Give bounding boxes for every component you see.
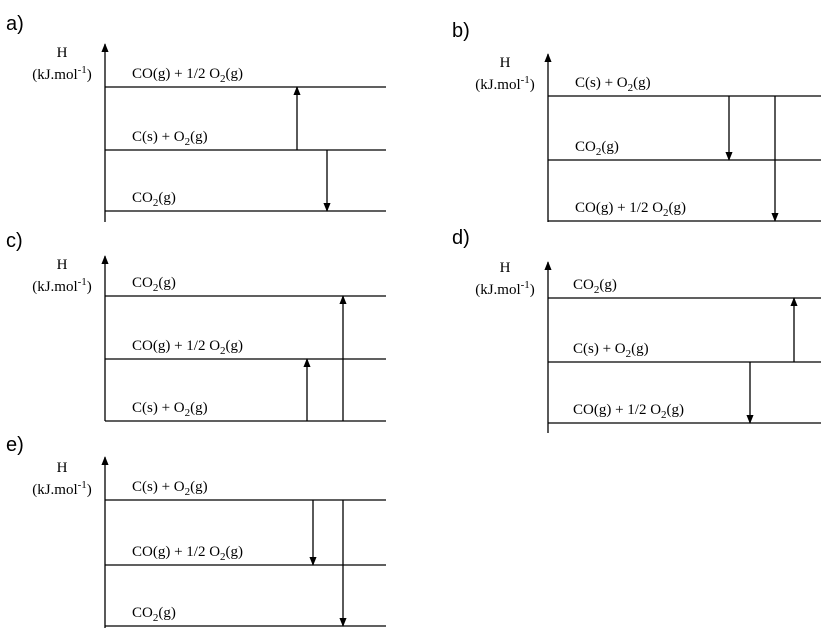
h-axis-symbol: H	[57, 257, 68, 273]
panel-label-e: e)	[6, 434, 24, 456]
h-axis-symbol: H	[57, 45, 68, 61]
diagram-c: c) H (kJ.mol-1) CO2(g) CO(g) + 1/2 O2(g) C(s)…	[6, 230, 386, 422]
h-axis-symbol: H	[500, 260, 511, 276]
diagram-d: d) H (kJ.mol-1) CO2(g) C(s) + O2(g) CO(g) + 1…	[452, 227, 821, 433]
level-label-c: C(s) + O2(g)	[573, 341, 649, 360]
level-label-co2: CO2(g)	[132, 190, 176, 209]
level-label-co2: CO2(g)	[132, 605, 176, 624]
panel-label-c: c)	[6, 230, 23, 252]
diagram-a: a) H (kJ.mol-1) CO(g) + 1/2 O2(g) C(s) + O2(…	[6, 13, 386, 222]
level-label-c: C(s) + O2(g)	[132, 479, 208, 498]
h-axis-symbol: H	[57, 460, 68, 476]
level-label-co: CO(g) + 1/2 O2(g)	[132, 66, 243, 85]
h-axis-symbol: H	[500, 55, 511, 71]
h-axis-unit: (kJ.mol-1)	[32, 479, 92, 498]
h-axis-unit: (kJ.mol-1)	[32, 64, 92, 83]
level-label-co: CO(g) + 1/2 O2(g)	[573, 402, 684, 421]
h-axis-unit: (kJ.mol-1)	[475, 279, 535, 298]
h-axis-unit: (kJ.mol-1)	[32, 276, 92, 295]
level-label-c: C(s) + O2(g)	[132, 400, 208, 419]
diagram-b: b) H (kJ.mol-1) C(s) + O2(g) CO2(g) CO(g) + 1…	[452, 20, 821, 222]
level-label-c: C(s) + O2(g)	[132, 129, 208, 148]
panel-label-d: d)	[452, 227, 470, 249]
level-label-co2: CO2(g)	[132, 275, 176, 294]
level-label-co: CO(g) + 1/2 O2(g)	[575, 200, 686, 219]
level-label-co: CO(g) + 1/2 O2(g)	[132, 338, 243, 357]
level-label-co2: CO2(g)	[573, 277, 617, 296]
h-axis-unit: (kJ.mol-1)	[475, 74, 535, 93]
level-label-co2: CO2(g)	[575, 139, 619, 158]
level-label-c: C(s) + O2(g)	[575, 75, 651, 94]
panel-label-a: a)	[6, 13, 24, 35]
level-label-co: CO(g) + 1/2 O2(g)	[132, 544, 243, 563]
diagram-e: e) H (kJ.mol-1) C(s) + O2(g) CO(g) + 1/2 O2(…	[6, 434, 386, 628]
panel-label-b: b)	[452, 20, 470, 42]
